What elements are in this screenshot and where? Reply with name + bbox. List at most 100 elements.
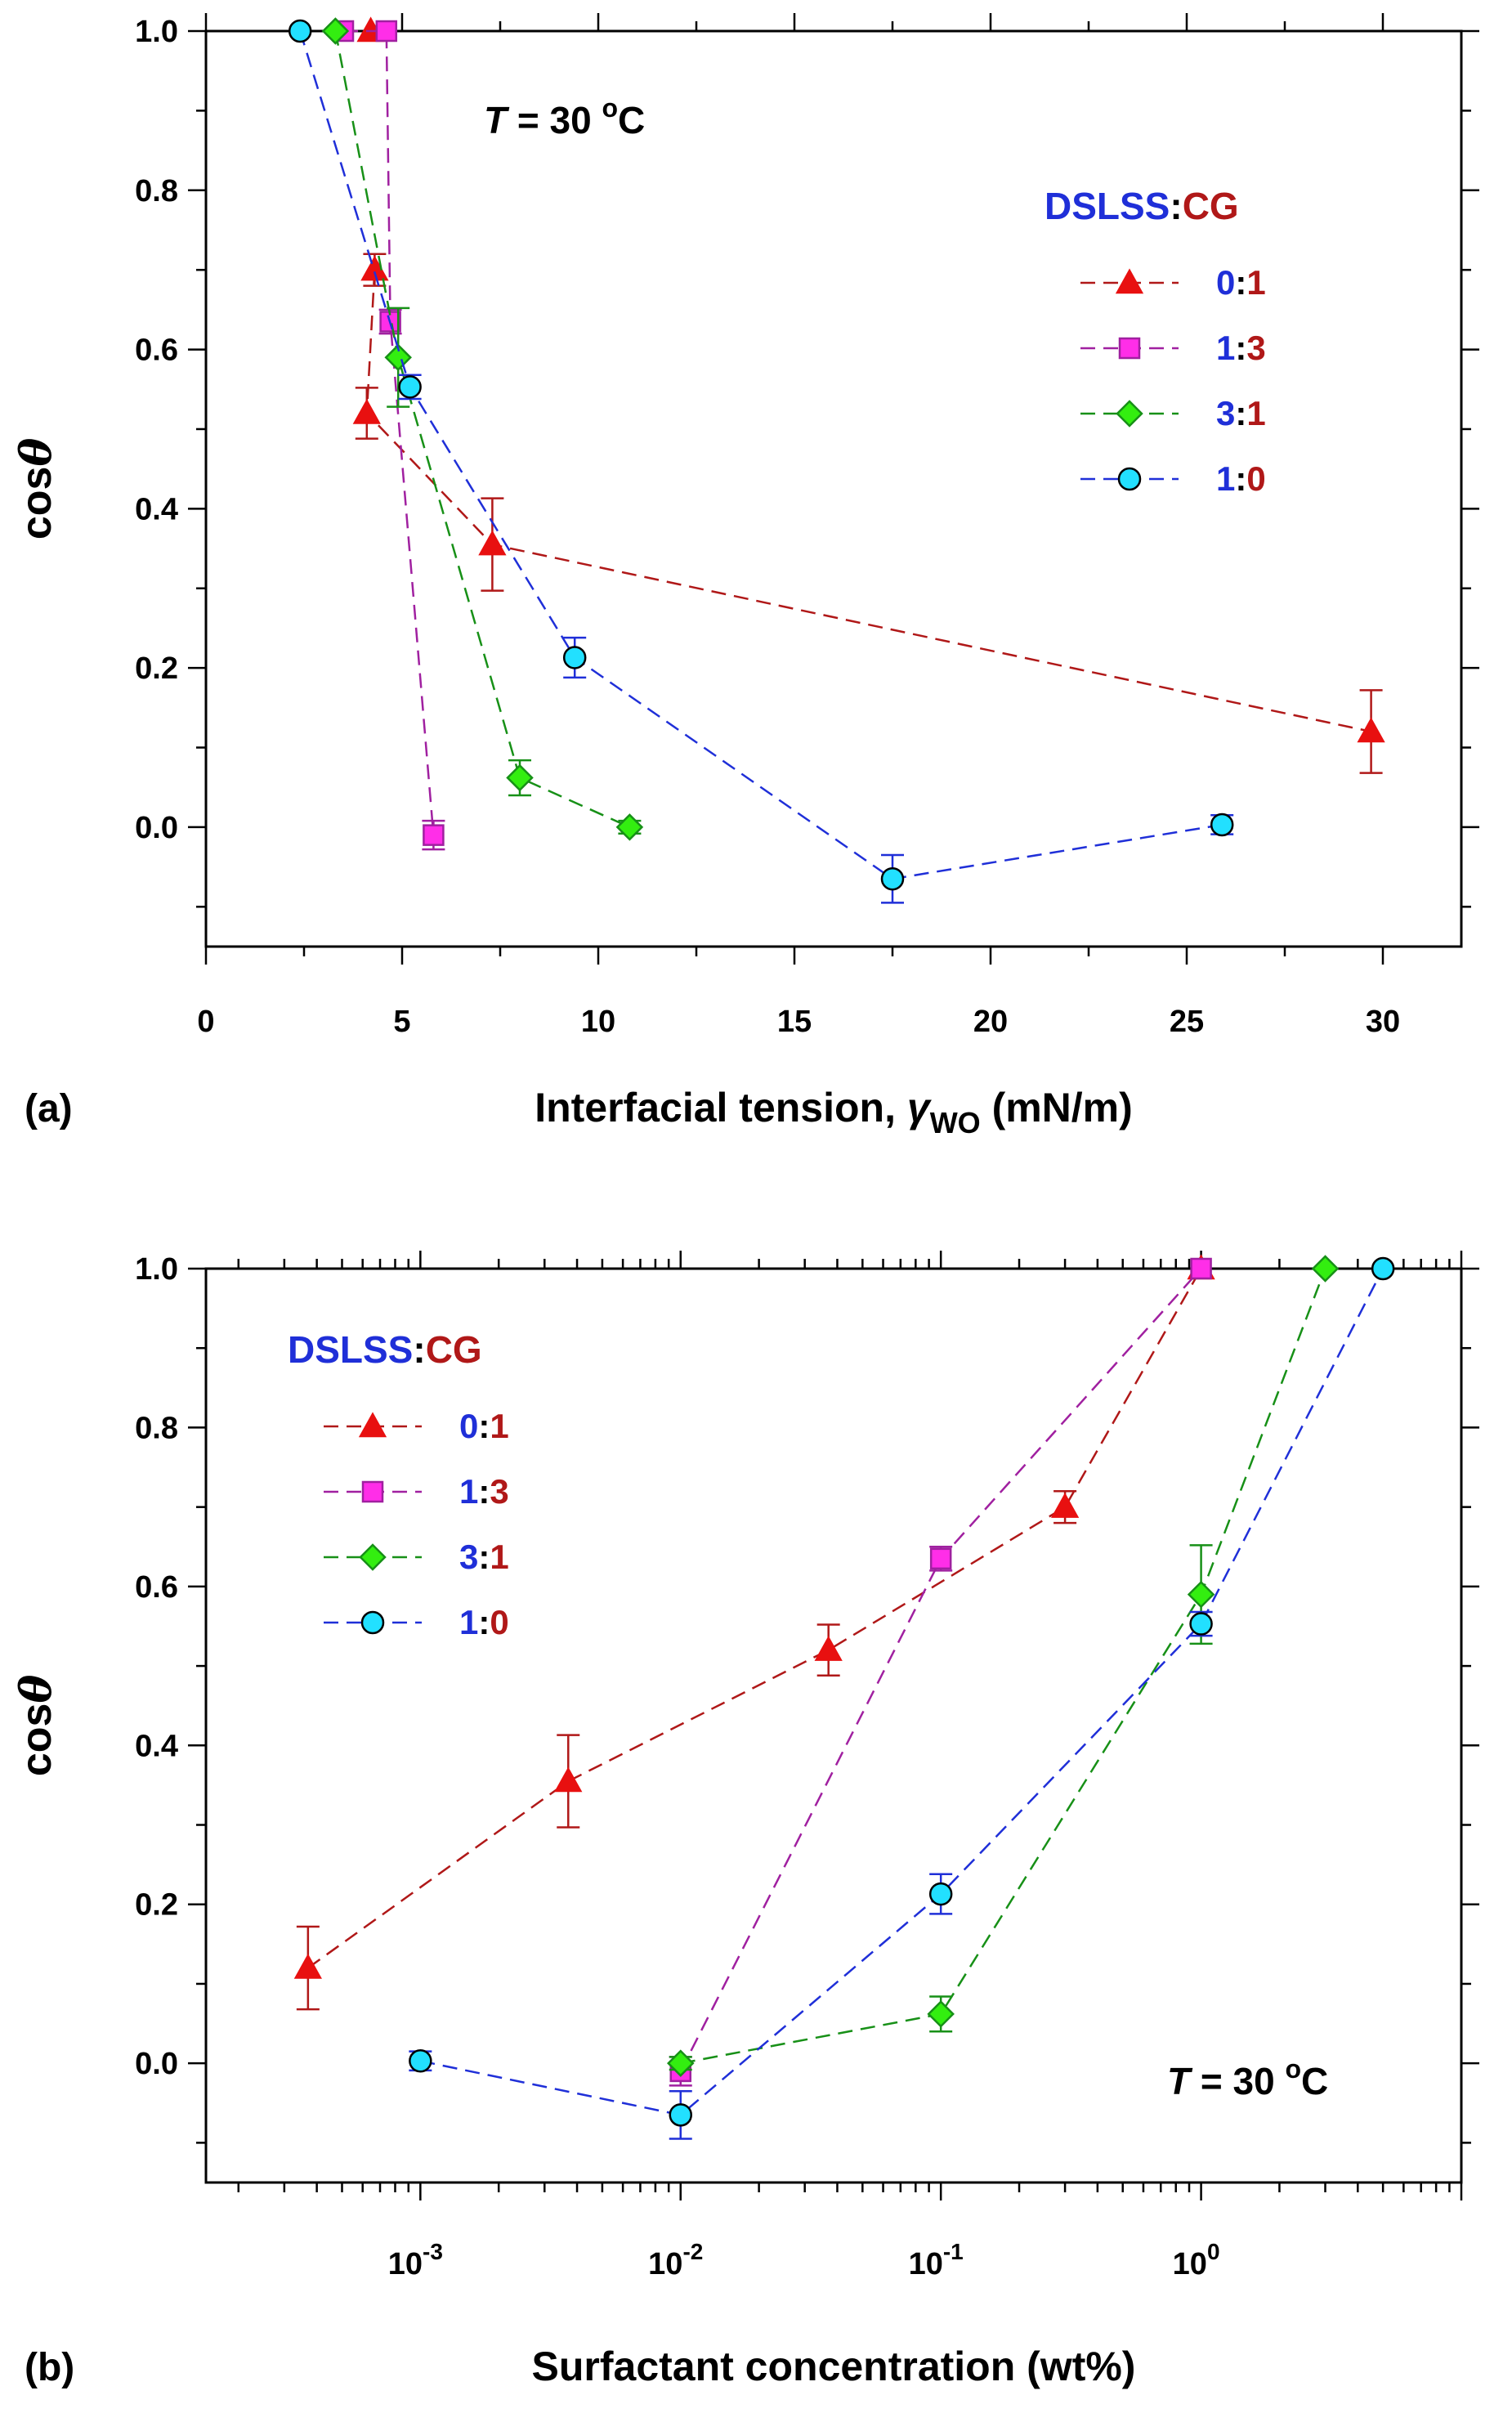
legend-label-a: 0 xyxy=(459,1407,478,1445)
series-line-0:1 xyxy=(365,270,1371,733)
data-point-1:0 xyxy=(409,2049,432,2073)
y-tick-label: 0.2 xyxy=(135,1888,178,1923)
x-axis-label-text: Surfactant concentration (wt%) xyxy=(532,2344,1136,2389)
series-1:0 xyxy=(288,19,1234,904)
x-axis-label-subscript: WO xyxy=(930,1106,981,1139)
legend-marker-1:0 xyxy=(1117,467,1142,491)
legend-label-a: 0 xyxy=(1216,263,1235,302)
data-point-1:0 xyxy=(288,19,312,43)
x-tick-exponent: -3 xyxy=(423,2239,443,2264)
series-line-3:1 xyxy=(334,30,630,829)
temperature-symbol: T xyxy=(1167,2060,1193,2102)
temperature-annotation: T = 30 oC xyxy=(1167,2054,1328,2102)
y-axis-label: cosθ xyxy=(11,1675,61,1777)
x-tick-label: 100 xyxy=(1173,2239,1220,2281)
series-1:3 xyxy=(669,1257,1212,2087)
y-tick-label: 1.0 xyxy=(135,1252,178,1287)
legend-label-a: 3 xyxy=(1216,394,1235,432)
y-axis-label-text: cos xyxy=(13,1703,60,1777)
series-3:1 xyxy=(321,17,644,841)
data-point-3:1 xyxy=(615,813,644,841)
data-point-0:1 xyxy=(1050,1493,1080,1518)
x-tick-label: 5 xyxy=(393,1005,410,1039)
data-point-1:0 xyxy=(398,375,422,399)
data-point-0:1 xyxy=(352,398,381,424)
legend-label-3:1: 3:1 xyxy=(1216,394,1266,432)
x-axis-label-unit: (mN/m) xyxy=(981,1085,1133,1130)
legend-label-sep: : xyxy=(1235,329,1246,367)
temperature-unit: C xyxy=(1301,2060,1328,2102)
x-tick-label: 15 xyxy=(777,1005,812,1039)
data-point-0:1 xyxy=(554,1766,583,1793)
series-line-1:3 xyxy=(343,29,435,835)
legend-title-cg: CG xyxy=(1183,185,1239,227)
data-point-0:1 xyxy=(478,530,507,556)
temperature-annotation: T = 30 oC xyxy=(484,93,645,141)
legend-label-1:0: 1:0 xyxy=(1216,459,1266,498)
legend-title-dslss: DSLSS xyxy=(1045,185,1170,227)
legend-label-1:3: 1:3 xyxy=(1216,329,1266,367)
legend-marker-0:1 xyxy=(1115,268,1144,294)
data-point-3:1 xyxy=(506,763,534,792)
x-axis-label: Surfactant concentration (wt%) xyxy=(532,2344,1136,2389)
legend-label-sep: : xyxy=(1235,263,1246,302)
legend-title-separator: : xyxy=(413,1328,425,1371)
legend-title: DSLSS:CG xyxy=(1045,185,1239,227)
x-axis-label-symbol: γ xyxy=(907,1085,933,1130)
data-point-1:0 xyxy=(928,1882,953,1906)
x-tick-base: 10 xyxy=(388,2247,423,2281)
legend-label-sep: : xyxy=(478,1472,490,1511)
data-point-1:0 xyxy=(562,646,587,669)
legend-label-1:3: 1:3 xyxy=(459,1472,509,1511)
data-point-1:0 xyxy=(880,866,905,891)
x-tick-label: 30 xyxy=(1366,1005,1400,1039)
x-tick-base: 10 xyxy=(648,2247,682,2281)
y-tick-label: 0.4 xyxy=(135,492,178,526)
legend: DSLSS:CG0:11:33:11:0 xyxy=(288,1328,509,1641)
legend-marker-1:3 xyxy=(361,1480,384,1503)
x-tick-label: 10-3 xyxy=(388,2239,443,2281)
legend-label-sep: : xyxy=(1235,394,1246,432)
data-point-3:1 xyxy=(666,2049,695,2077)
data-point-1:3 xyxy=(1190,1257,1212,1280)
legend-marker-0:1 xyxy=(358,1412,387,1438)
x-tick-label: 10-1 xyxy=(909,2239,964,2281)
legend-title-dslss: DSLSS xyxy=(288,1328,413,1371)
x-tick-base: 10 xyxy=(1173,2247,1207,2281)
legend-label-3:1: 3:1 xyxy=(459,1538,509,1576)
series-line-1:3 xyxy=(679,1268,1202,2072)
series-line-1:0 xyxy=(420,1268,1385,2116)
data-point-3:1 xyxy=(1311,1255,1340,1283)
legend-marker-1:3 xyxy=(1118,337,1141,360)
y-tick-label: 0.6 xyxy=(135,1570,178,1605)
y-tick-label: 0.2 xyxy=(135,651,178,686)
y-axis-label-symbol: θ xyxy=(11,1675,61,1703)
x-tick-exponent: -1 xyxy=(943,2239,964,2264)
legend-label-a: 1 xyxy=(459,1603,478,1641)
series-1:0 xyxy=(409,1256,1395,2140)
x-tick-exponent: -2 xyxy=(682,2239,703,2264)
x-tick-exponent: 0 xyxy=(1207,2239,1220,2264)
panel-label: (a) xyxy=(25,1087,73,1130)
x-axis-label: Interfacial tension, γWO (mN/m) xyxy=(535,1085,1133,1139)
legend-label-sep: : xyxy=(478,1603,490,1641)
legend-title: DSLSS:CG xyxy=(288,1328,482,1371)
legend-label-b: 1 xyxy=(490,1538,508,1576)
data-point-0:1 xyxy=(293,1953,322,1979)
legend-title-cg: CG xyxy=(426,1328,482,1371)
degree-mark: o xyxy=(602,93,618,123)
series-line-0:1 xyxy=(307,1268,1202,1969)
legend-label-sep: : xyxy=(478,1407,490,1445)
data-point-3:1 xyxy=(1187,1580,1215,1609)
y-axis-label: cosθ xyxy=(11,438,61,540)
legend-label-a: 3 xyxy=(459,1538,478,1576)
legend-label-sep: : xyxy=(1235,459,1246,498)
data-point-1:3 xyxy=(423,824,445,846)
legend-label-b: 3 xyxy=(490,1472,508,1511)
data-point-0:1 xyxy=(360,255,389,281)
x-tick-label: 10-2 xyxy=(648,2239,703,2281)
legend-marker-3:1 xyxy=(359,1543,387,1571)
legend-marker-3:1 xyxy=(1116,400,1143,428)
data-point-3:1 xyxy=(384,343,412,372)
